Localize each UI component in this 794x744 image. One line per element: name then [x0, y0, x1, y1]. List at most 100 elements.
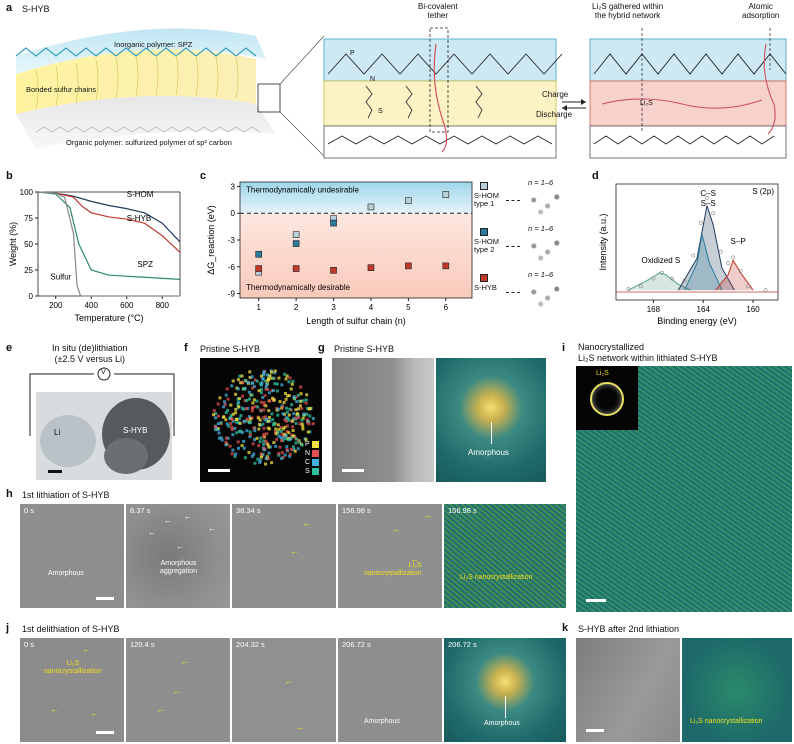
eds-pixel	[250, 406, 254, 410]
eds-pixel	[261, 377, 265, 381]
panel-d-label: d	[592, 170, 599, 182]
eds-pixel	[307, 407, 311, 411]
dg-legend-n: n = 1–6	[528, 224, 554, 233]
eds-pixel	[253, 438, 257, 442]
eds-pixel	[308, 414, 312, 418]
eds-pixel	[281, 412, 285, 416]
eds-pixel	[300, 422, 304, 426]
eds-pixel	[306, 420, 310, 424]
tether-label: Bi-covalent tether	[418, 2, 458, 20]
eds-pixel	[291, 434, 295, 438]
dg-point	[405, 197, 412, 205]
eds-pixel	[273, 382, 277, 386]
eds-pixel	[243, 379, 247, 383]
xps-component	[684, 234, 723, 291]
panel-a-label: a	[6, 2, 13, 14]
xps-data-point	[639, 284, 643, 289]
eds-pixel	[295, 437, 299, 441]
eds-pixel	[250, 393, 254, 397]
eds-pixel	[251, 386, 255, 390]
xps-data-point	[682, 278, 687, 283]
delithiation-frames: 0 s Li₂S nanocrystallization ← ← ← 120.4…	[20, 638, 566, 742]
tga-series-line	[37, 191, 181, 280]
xps-component	[715, 259, 754, 291]
eds-pixel	[266, 426, 270, 430]
eds-pixel	[308, 430, 312, 434]
eds-pixel	[259, 391, 263, 395]
eds-pixel	[296, 407, 300, 411]
xps-ss-label: S–S	[701, 199, 716, 208]
eds-pixel	[264, 385, 268, 389]
panel-b-label: b	[6, 170, 13, 182]
eds-pixel	[285, 445, 289, 449]
eds-pixel	[292, 396, 296, 400]
eds-pixel	[264, 456, 268, 460]
dg-legend-item: S-HYB n = 1–6	[474, 270, 586, 314]
eds-pixel	[249, 417, 253, 421]
panel-j-title: 1st delithiation of S-HYB	[22, 624, 120, 634]
eds-pixel	[288, 452, 292, 456]
eds-pixel	[242, 407, 246, 411]
panel-i-title: Nanocrystallized Li₂S network within lit…	[578, 342, 718, 363]
second-lith-label: Li₂S nanocrystallization	[690, 718, 763, 725]
eds-pixel	[273, 369, 277, 373]
xps-data-point	[626, 287, 631, 292]
eds-pixel	[304, 401, 308, 405]
eds-pixel	[242, 420, 246, 424]
eds-pixel	[249, 420, 253, 424]
eds-pixel	[258, 460, 262, 464]
panel-e-label: e	[6, 342, 13, 354]
dg-chart: 1 2 3 4 5 6 3 0 -3 -6 -9 Length of sulfur chain (n)…	[206, 181, 473, 326]
xps-xtick-label: 168	[647, 305, 661, 314]
eds-pixel	[299, 385, 303, 389]
eds-pixel	[264, 439, 268, 443]
eds-pixel	[262, 372, 266, 376]
eds-pixel	[261, 396, 265, 400]
tga-xtick-label: 200	[49, 301, 63, 310]
eds-pixel	[285, 374, 289, 378]
eds-pixel	[301, 427, 305, 431]
eds-pixel	[284, 419, 288, 423]
eds-pixel	[276, 431, 280, 435]
dg-xtick-label: 6	[444, 303, 449, 312]
eds-pixel	[304, 438, 308, 442]
xps-ylabel: Intensity (a.u.)	[598, 213, 608, 270]
eds-pixel	[250, 409, 254, 413]
eds-pixel	[277, 434, 281, 438]
tga-series-label: S-HOM	[127, 190, 154, 199]
eds-pixel	[271, 423, 275, 427]
xps-data-point	[718, 249, 723, 254]
eds-pixel	[228, 416, 232, 420]
dg-point	[330, 219, 337, 227]
eds-pixel	[224, 443, 228, 447]
dg-point	[292, 231, 300, 238]
atom-n: N	[370, 76, 376, 83]
eds-pixel	[264, 379, 268, 383]
eds-pixel	[261, 422, 265, 426]
li2s-network-label: Li₂S gathered within the hybrid network	[592, 2, 664, 20]
eds-pixel	[273, 371, 277, 375]
li2s-inset-label: Li₂S	[596, 370, 609, 377]
second-lith-fft: Li₂S nanocrystallization	[682, 638, 792, 742]
eds-pixel	[224, 436, 228, 440]
xps-data-point	[705, 196, 709, 200]
eds-pixel	[261, 452, 265, 456]
dg-xtick-label: 5	[406, 303, 411, 312]
lith-frame-fft: 156.98 s Li₂S nanocrystallization	[444, 504, 566, 608]
eds-pixel	[223, 402, 227, 406]
delith-nano-label: Li₂S nanocrystallization	[44, 660, 102, 675]
panel-f-title: Pristine S-HYB	[200, 344, 261, 354]
eds-pixel	[266, 379, 270, 383]
eds-pixel	[285, 410, 289, 414]
eds-pixel	[213, 425, 217, 429]
eds-pixel	[299, 392, 303, 396]
eds-pixel	[240, 374, 244, 378]
eds-pixel	[224, 410, 228, 414]
xps-data-point	[698, 220, 703, 225]
li-label: Li	[54, 428, 61, 437]
eds-pixel	[279, 425, 283, 429]
xps-data-point	[711, 211, 716, 216]
eds-pixel	[263, 394, 267, 398]
eds-pixel	[294, 395, 298, 399]
